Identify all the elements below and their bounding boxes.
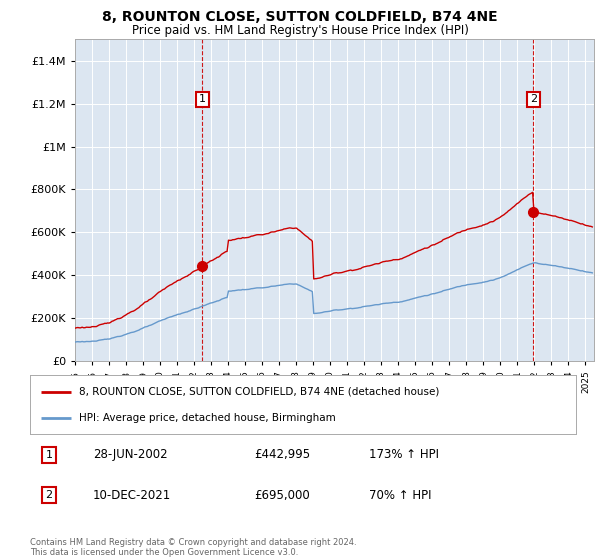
Text: 10-DEC-2021: 10-DEC-2021 xyxy=(93,489,171,502)
Text: 8, ROUNTON CLOSE, SUTTON COLDFIELD, B74 4NE (detached house): 8, ROUNTON CLOSE, SUTTON COLDFIELD, B74 … xyxy=(79,386,440,396)
Text: 1: 1 xyxy=(46,450,53,460)
Text: 70% ↑ HPI: 70% ↑ HPI xyxy=(368,489,431,502)
Text: £695,000: £695,000 xyxy=(254,489,310,502)
Text: Price paid vs. HM Land Registry's House Price Index (HPI): Price paid vs. HM Land Registry's House … xyxy=(131,24,469,37)
Text: 1: 1 xyxy=(199,94,206,104)
Text: 8, ROUNTON CLOSE, SUTTON COLDFIELD, B74 4NE: 8, ROUNTON CLOSE, SUTTON COLDFIELD, B74 … xyxy=(102,10,498,24)
Text: 2: 2 xyxy=(530,94,537,104)
Text: 28-JUN-2002: 28-JUN-2002 xyxy=(93,448,167,461)
Text: £442,995: £442,995 xyxy=(254,448,310,461)
Text: 2: 2 xyxy=(46,490,53,500)
Text: Contains HM Land Registry data © Crown copyright and database right 2024.
This d: Contains HM Land Registry data © Crown c… xyxy=(30,538,356,557)
Text: HPI: Average price, detached house, Birmingham: HPI: Average price, detached house, Birm… xyxy=(79,413,336,423)
Text: 173% ↑ HPI: 173% ↑ HPI xyxy=(368,448,439,461)
